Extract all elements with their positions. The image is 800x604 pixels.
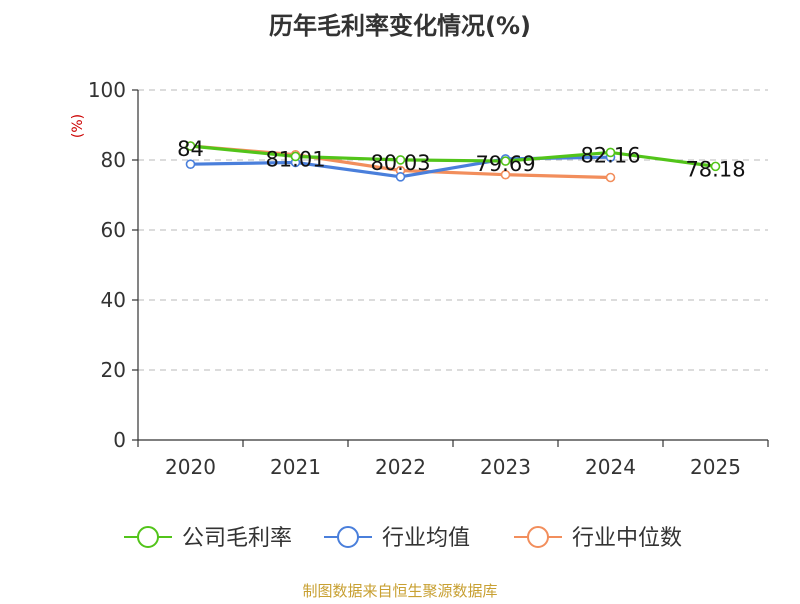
y-tick-label: 40 <box>101 288 126 312</box>
series-0 <box>185 141 721 172</box>
data-labels: 84 81.01 80.03 79.69 82.16 78.18 <box>177 137 745 181</box>
data-point <box>395 172 406 182</box>
data-point <box>500 169 511 180</box>
data-label: 78.18 <box>685 157 745 181</box>
y-tick-label: 80 <box>101 148 126 172</box>
x-tick-label: 2021 <box>270 455 321 479</box>
data-label: 80.03 <box>370 151 430 175</box>
data-label: 81.01 <box>265 147 325 171</box>
legend-item: 行业均值 <box>324 526 470 551</box>
legend-marker <box>337 526 359 548</box>
series-group <box>185 141 721 183</box>
legend-item: 公司毛利率 <box>124 526 292 551</box>
data-point <box>185 141 196 151</box>
data-label: 84 <box>177 137 204 161</box>
data-point <box>710 161 721 172</box>
data-point <box>185 159 196 169</box>
x-tick-label: 2020 <box>165 455 216 479</box>
legend: 公司毛利率 行业均值 行业中位数 <box>124 526 682 551</box>
y-tick-label: 0 <box>113 428 126 452</box>
data-point <box>605 172 616 183</box>
y-tick-label: 60 <box>101 218 126 242</box>
data-point <box>605 147 616 158</box>
data-point <box>290 151 301 162</box>
chart-title: 历年毛利率变化情况(%) <box>269 12 531 40</box>
data-point <box>500 156 511 166</box>
data-point <box>395 155 406 165</box>
legend-item: 行业中位数 <box>514 526 682 551</box>
x-tick-label: 2022 <box>375 455 426 479</box>
legend-marker <box>527 526 549 548</box>
legend-label: 公司毛利率 <box>182 526 292 551</box>
gridlines <box>138 89 768 371</box>
data-label: 79.69 <box>475 152 535 176</box>
series-line <box>188 144 718 168</box>
legend-marker <box>137 526 159 548</box>
source-note: 制图数据来自恒生聚源数据库 <box>302 582 497 600</box>
data-label: 82.16 <box>580 143 640 167</box>
y-tick-label: 100 <box>88 78 126 102</box>
x-tick-label: 2023 <box>480 455 531 479</box>
x-tick-label: 2025 <box>690 455 741 479</box>
x-tick-label: 2024 <box>585 455 636 479</box>
y-axis-unit-label: (%) <box>70 114 86 138</box>
y-tick-label: 20 <box>101 358 126 382</box>
axes: 0 20 40 60 80 100 2020 2021 2022 2023 2024 2025 <box>88 78 769 479</box>
legend-label: 行业中位数 <box>572 526 682 551</box>
legend-label: 行业均值 <box>382 526 470 551</box>
